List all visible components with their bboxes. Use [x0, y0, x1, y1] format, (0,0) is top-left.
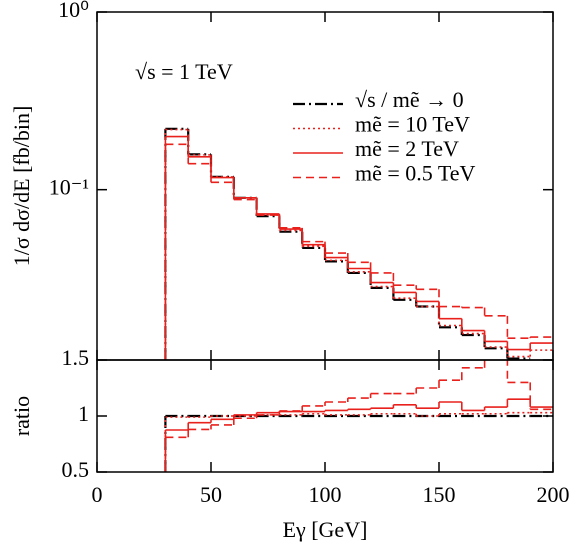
y-axis-label: ratio [9, 396, 34, 436]
upper-plot [164, 127, 553, 360]
x-tick-label: 50 [200, 482, 222, 507]
legend-label: √s / mẽ → 0 [355, 87, 464, 112]
axes: 10⁰ 10⁻¹ 0 50 100 150 200 0.5 1 1.5 [49, 0, 570, 507]
y-tick-label: 10⁻¹ [49, 175, 89, 200]
x-axis-label: Eγ [GeV] [283, 517, 368, 542]
y-tick-label: 10⁰ [58, 0, 89, 22]
ratio-frame [96, 359, 554, 473]
annotation: √s = 1 TeV [135, 59, 233, 84]
x-tick-label: 150 [423, 482, 456, 507]
y-tick-label: 1.5 [62, 345, 90, 370]
y-axis-label: 1/σ dσ/dE [fb/bin] [9, 106, 34, 267]
x-tick-label: 200 [537, 482, 570, 507]
y-tick-label: 0.5 [62, 457, 90, 482]
legend-label: mẽ = 10 TeV [355, 112, 470, 137]
legend-label: mẽ = 2 TeV [355, 136, 459, 161]
x-tick-label: 0 [92, 482, 103, 507]
legend-label: mẽ = 0.5 TeV [355, 161, 476, 186]
ratio-plot [164, 360, 553, 472]
y-tick-label: 1 [78, 401, 89, 426]
x-tick-label: 100 [309, 482, 342, 507]
